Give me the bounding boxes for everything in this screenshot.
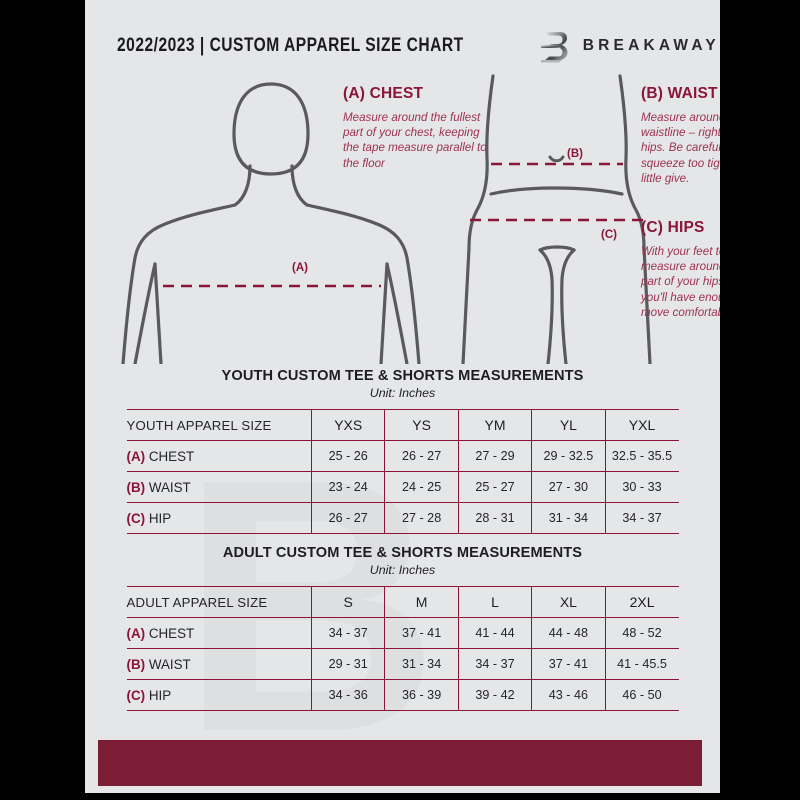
youth-r0-c1: 26 - 27 [384, 440, 459, 472]
youth-r0-c4: 32.5 - 35.5 [604, 440, 679, 472]
adult-row-1-label: WAIST [148, 656, 191, 672]
youth-size-table: YOUTH APPAREL SIZE YXS YS YM YL YXL (A) … [126, 409, 679, 534]
youth-row-1-tag: (B) [126, 479, 146, 495]
youth-r2-c3: 31 - 34 [531, 502, 606, 534]
adult-row-1-tag: (B) [126, 656, 146, 672]
adult-r1-c0: 29 - 31 [311, 648, 385, 680]
youth-size-section: YOUTH CUSTOM TEE & SHORTS MEASUREMENTS U… [85, 368, 720, 534]
brand-name: BREAKAWAY [582, 37, 720, 54]
adult-section-unit: Unit: Inches [369, 563, 436, 577]
youth-row-2-name: (C) HIP [126, 502, 312, 534]
youth-r2-c2: 28 - 31 [457, 502, 532, 534]
youth-r1-c1: 24 - 25 [384, 471, 459, 503]
table-row: (B) WAIST 29 - 31 31 - 34 34 - 37 37 - 4… [126, 648, 679, 680]
adult-row-1-name: (B) WAIST [126, 648, 312, 680]
adult-row-2-tag: (C) [126, 687, 146, 703]
page-header: 2022/2023 | CUSTOM APPAREL SIZE CHART BR… [85, 28, 720, 64]
youth-r0-c0: 25 - 26 [311, 440, 385, 472]
youth-section-unit: Unit: Inches [369, 386, 436, 400]
adult-col-2: L [457, 586, 532, 618]
brand-lockup: BREAKAWAY [540, 29, 720, 63]
youth-row-0-label: CHEST [148, 448, 195, 464]
youth-row-1-name: (B) WAIST [126, 471, 312, 503]
instruction-hips-heading: (C) HIPS [641, 219, 705, 236]
adult-size-section: ADULT CUSTOM TEE & SHORTS MEASUREMENTS U… [85, 545, 720, 711]
adult-row-0-label: CHEST [148, 625, 195, 641]
adult-size-table: ADULT APPAREL SIZE S M L XL 2XL (A) CHES… [126, 586, 679, 711]
waist-line-label: (B) [567, 148, 583, 160]
youth-row-2-tag: (C) [126, 510, 146, 526]
adult-r1-c3: 37 - 41 [531, 648, 606, 680]
instruction-waist-heading: (B) WAIST [641, 85, 718, 102]
youth-size-header: YOUTH APPAREL SIZE [126, 409, 312, 441]
table-row: (A) CHEST 34 - 37 37 - 41 41 - 44 44 - 4… [126, 617, 679, 649]
youth-r1-c4: 30 - 33 [604, 471, 679, 503]
adult-r2-c4: 46 - 50 [604, 679, 679, 711]
adult-size-header: ADULT APPAREL SIZE [126, 586, 312, 618]
table-row: (B) WAIST 23 - 24 24 - 25 25 - 27 27 - 3… [126, 471, 679, 503]
instruction-waist-body: Measure around your natural waistline – … [641, 111, 720, 185]
adult-r0-c3: 44 - 48 [531, 617, 606, 649]
youth-section-title: YOUTH CUSTOM TEE & SHORTS MEASUREMENTS [221, 368, 584, 384]
table-row: (A) CHEST 25 - 26 26 - 27 27 - 29 29 - 3… [126, 440, 679, 472]
adult-r2-c3: 43 - 46 [531, 679, 606, 711]
youth-col-1: YS [384, 409, 459, 441]
adult-row-2-label: HIP [148, 687, 172, 703]
youth-r1-c2: 25 - 27 [457, 471, 532, 503]
adult-r1-c4: 41 - 45.5 [604, 648, 679, 680]
youth-row-2-label: HIP [148, 510, 172, 526]
adult-r2-c2: 39 - 42 [457, 679, 532, 711]
instruction-hips: (C) HIPS With your feet together, measur… [641, 219, 720, 320]
adult-r2-c0: 34 - 36 [311, 679, 385, 711]
adult-col-3: XL [531, 586, 606, 618]
adult-section-title: ADULT CUSTOM TEE & SHORTS MEASUREMENTS [222, 545, 583, 561]
adult-row-0-name: (A) CHEST [126, 617, 312, 649]
youth-row-0-tag: (A) [126, 448, 146, 464]
youth-r2-c4: 34 - 37 [604, 502, 679, 534]
adult-row-0-tag: (A) [126, 625, 146, 641]
youth-col-4: YXL [604, 409, 679, 441]
youth-col-0: YXS [311, 409, 385, 441]
adult-col-1: M [384, 586, 459, 618]
youth-row-1-label: WAIST [148, 479, 191, 495]
youth-r2-c0: 26 - 27 [311, 502, 385, 534]
adult-table-header-row: ADULT APPAREL SIZE S M L XL 2XL [126, 586, 679, 618]
size-chart-page: B 2022/2023 | CUSTOM APPAREL SIZE CHART [85, 0, 720, 793]
youth-col-2: YM [457, 409, 532, 441]
adult-col-0: S [311, 586, 385, 618]
adult-r1-c1: 31 - 34 [384, 648, 459, 680]
table-row: (C) HIP 26 - 27 27 - 28 28 - 31 31 - 34 … [126, 502, 679, 534]
youth-r2-c1: 27 - 28 [384, 502, 459, 534]
body-figures-svg [121, 74, 652, 364]
footer-accent-bar [98, 740, 702, 786]
youth-r1-c3: 27 - 30 [531, 471, 606, 503]
adult-r0-c4: 48 - 52 [604, 617, 679, 649]
table-row: (C) HIP 34 - 36 36 - 39 39 - 42 43 - 46 … [126, 679, 679, 711]
adult-r0-c0: 34 - 37 [311, 617, 385, 649]
instruction-chest: (A) CHEST Measure around the fullest par… [343, 85, 493, 171]
adult-row-2-name: (C) HIP [126, 679, 312, 711]
instruction-hips-body: With your feet together, measure around … [641, 245, 720, 319]
adult-r1-c2: 34 - 37 [457, 648, 532, 680]
instruction-chest-body: Measure around the fullest part of your … [343, 111, 487, 170]
adult-r2-c1: 36 - 39 [384, 679, 459, 711]
breakaway-b-logo-icon [540, 32, 568, 63]
chest-line-label: (A) [292, 262, 308, 274]
youth-col-3: YL [531, 409, 606, 441]
adult-r0-c1: 37 - 41 [384, 617, 459, 649]
youth-r0-c3: 29 - 32.5 [531, 440, 606, 472]
instruction-chest-heading: (A) CHEST [343, 85, 424, 102]
adult-col-4: 2XL [604, 586, 679, 618]
measurement-diagrams: (A) (B) (C) (A) CHEST Measure around the… [85, 74, 720, 364]
hip-line-label: (C) [601, 229, 617, 241]
youth-row-0-name: (A) CHEST [126, 440, 312, 472]
page-title: 2022/2023 | CUSTOM APPAREL SIZE CHART [117, 35, 464, 56]
youth-r0-c2: 27 - 29 [457, 440, 532, 472]
adult-r0-c2: 41 - 44 [457, 617, 532, 649]
youth-table-header-row: YOUTH APPAREL SIZE YXS YS YM YL YXL [126, 409, 679, 441]
instruction-waist: (B) WAIST Measure around your natural wa… [641, 85, 720, 186]
youth-r1-c0: 23 - 24 [311, 471, 385, 503]
